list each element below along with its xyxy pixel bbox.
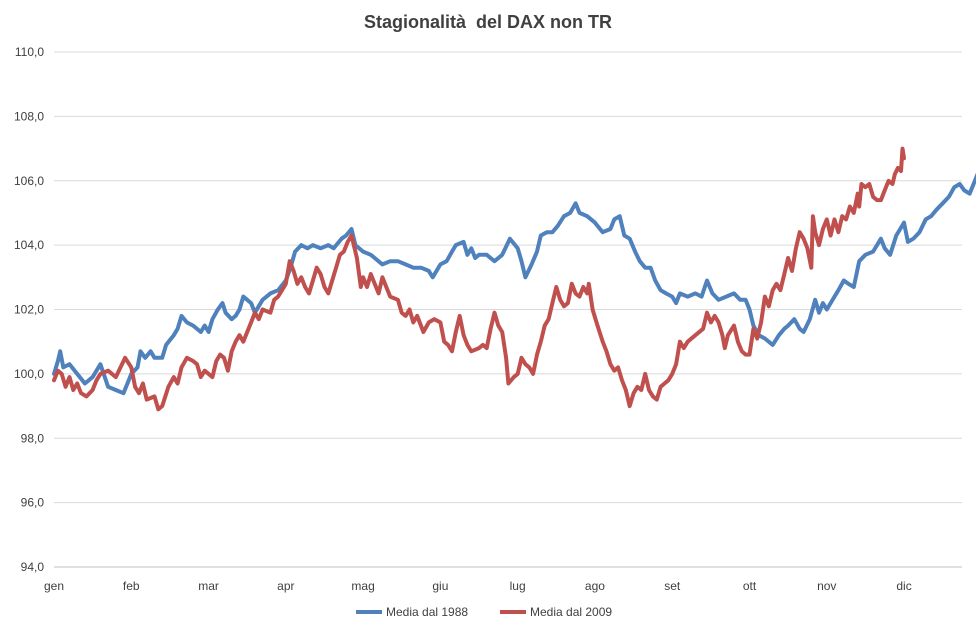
- x-axis: gen feb mar apr mag giu lug ago set ott nov dic: [44, 579, 912, 593]
- y-tick-label: 108,0: [14, 109, 44, 123]
- x-tick-label: ott: [743, 579, 757, 593]
- x-tick-label: giu: [432, 579, 448, 593]
- y-tick-label: 102,0: [14, 303, 44, 317]
- x-tick-label: apr: [277, 579, 294, 593]
- y-tick-label: 94,0: [21, 560, 45, 574]
- y-tick-label: 98,0: [21, 431, 45, 445]
- x-tick-label: mar: [198, 579, 219, 593]
- y-tick-label: 96,0: [21, 496, 45, 510]
- y-tick-label: 106,0: [14, 174, 44, 188]
- x-tick-label: feb: [123, 579, 140, 593]
- y-tick-label: 100,0: [14, 367, 44, 381]
- x-tick-label: ago: [585, 579, 605, 593]
- x-tick-label: lug: [510, 579, 526, 593]
- x-tick-label: nov: [817, 579, 836, 593]
- y-tick-label: 110,0: [15, 45, 44, 59]
- legend: Media dal 1988 Media dal 2009: [356, 605, 612, 619]
- x-tick-label: set: [664, 579, 681, 593]
- x-tick-label: mag: [351, 579, 374, 593]
- x-tick-label: dic: [896, 579, 911, 593]
- series-line-1: [52, 172, 976, 396]
- y-axis: 94,0 96,0 98,0 100,0 102,0 104,0 106,0 108,0 110…: [14, 45, 44, 574]
- x-tick-label: gen: [44, 579, 64, 593]
- chart-title: Stagionalità del DAX non TR: [363, 12, 612, 32]
- legend-label-2: Media dal 2009: [530, 605, 612, 619]
- legend-label-1: Media dal 1988: [386, 605, 468, 619]
- series-line-2: [52, 146, 906, 412]
- series-lines: [52, 146, 976, 412]
- y-tick-label: 104,0: [14, 238, 44, 252]
